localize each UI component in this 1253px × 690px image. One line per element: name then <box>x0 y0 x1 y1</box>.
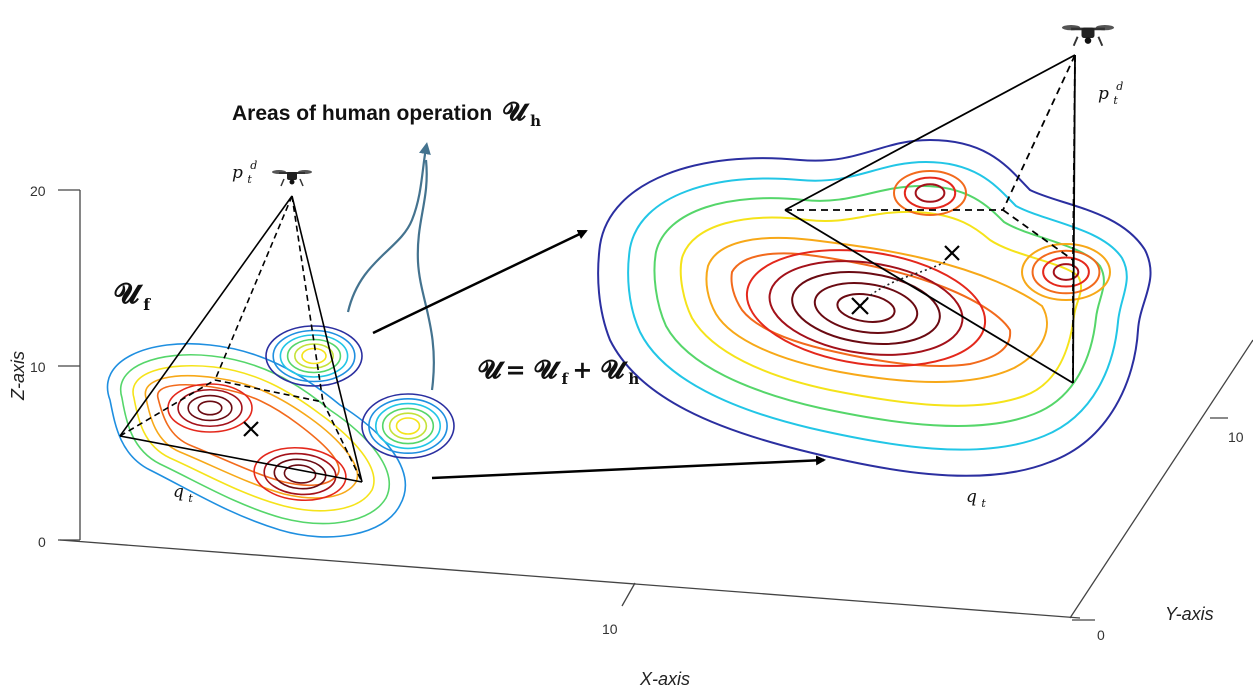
contour-line <box>381 407 435 445</box>
contour-line <box>132 364 375 512</box>
contour-line <box>368 397 448 454</box>
right-frustum-base-hidden <box>1002 209 1074 261</box>
contour-line <box>144 375 359 499</box>
contour-line <box>167 383 253 433</box>
drone-icon <box>1062 25 1114 47</box>
contour-line <box>679 210 1083 407</box>
contour-line <box>745 249 987 367</box>
left-frustum-base <box>119 435 363 483</box>
contour-line <box>627 160 1128 451</box>
contour-line <box>374 402 441 450</box>
uf-label: 𝓤 f <box>114 277 151 314</box>
right-frustum-edge-hidden <box>1002 54 1076 211</box>
contour-line <box>273 458 327 490</box>
contour-line <box>265 325 363 387</box>
drone-icon <box>272 170 312 187</box>
right-frustum-edge-hidden <box>1072 54 1076 261</box>
left-frustum-edge <box>291 195 363 483</box>
contour-line <box>1052 263 1080 281</box>
contour-line <box>597 138 1152 477</box>
contour-line <box>106 342 406 538</box>
equation-label: 𝓤 = 𝓤 f + 𝓤 h <box>478 355 639 388</box>
right-target-marker-start <box>851 297 869 315</box>
left-frustum-edge-hidden <box>214 195 293 381</box>
y-tick-label-10: 10 <box>1228 429 1244 445</box>
left-frustum-edge <box>119 195 293 437</box>
contour-line <box>301 347 327 365</box>
contour-line <box>893 170 967 216</box>
contour-line <box>283 464 317 484</box>
y-tick-label-0: 0 <box>1097 627 1105 643</box>
x-tick-10 <box>621 582 636 607</box>
flow-arrow-curve <box>416 159 435 391</box>
contour-line <box>197 400 223 416</box>
left-frustum-base-hidden <box>119 379 216 437</box>
contour-line <box>157 384 340 487</box>
axis-tick-labels: 20 10 0 10 10 0 <box>30 183 1244 643</box>
transition-arrow-lower <box>431 455 826 480</box>
right-frustum-edge <box>784 54 1076 211</box>
contour-line <box>705 236 1048 383</box>
z-axis-label: Z-axis <box>8 351 28 401</box>
contour-line <box>730 252 1012 368</box>
contour-line <box>395 417 421 435</box>
q-right-label: q t <box>966 487 986 510</box>
contour-line <box>119 354 391 525</box>
contour-line <box>279 334 349 378</box>
contour-line <box>836 293 896 323</box>
human-flow-arrows <box>346 142 435 391</box>
contour-line <box>293 343 334 369</box>
left-target-marker <box>243 421 259 437</box>
contour-line <box>177 388 243 428</box>
z-tick-label-10: 10 <box>30 359 46 375</box>
contour-line <box>813 282 919 334</box>
human-areas-title: Areas of human operation 𝓤 h <box>232 97 541 130</box>
left-frustum-base-hidden <box>214 379 324 403</box>
q-left-label: q t <box>173 482 193 505</box>
right-frustum-base <box>784 209 1074 384</box>
contour-line <box>361 393 455 459</box>
axes-frame <box>58 189 1253 621</box>
z-tick-label-20: 20 <box>30 183 46 199</box>
x-tick-label-10: 10 <box>602 621 618 637</box>
contour-line <box>653 184 1105 427</box>
left-frustum <box>119 195 363 483</box>
contour-line <box>1042 256 1090 288</box>
contour-line <box>1031 249 1101 295</box>
contour-line <box>903 176 957 210</box>
flow-arrow-curve <box>346 142 431 313</box>
y-axis-label: Y-axis <box>1165 604 1214 624</box>
human-area-contours-upper <box>265 325 363 387</box>
contour-line <box>388 412 428 440</box>
right-frustum <box>784 54 1076 384</box>
drone-position-right-label: p t d <box>1098 80 1123 108</box>
drone-position-left-label: p t d <box>232 159 257 187</box>
contour-line <box>187 394 233 422</box>
contour-line <box>1021 243 1111 301</box>
contour-line <box>272 329 356 383</box>
contour-line <box>914 183 946 203</box>
z-tick-label-0: 0 <box>38 534 46 550</box>
x-axis-line <box>59 539 1081 619</box>
x-axis-label: X-axis <box>639 669 690 689</box>
human-area-contours-lower <box>361 393 455 459</box>
contour-line <box>253 446 347 502</box>
right-target-marker-goal <box>944 245 960 261</box>
left-frustum-base-hidden <box>322 401 363 483</box>
contour-line <box>791 271 941 345</box>
y-axis-line <box>1069 339 1253 619</box>
combined-potential-contours <box>597 138 1152 477</box>
transition-arrow-upper <box>372 229 588 335</box>
left-frustum-edge-hidden <box>291 195 324 403</box>
left-potential-contours <box>106 342 406 538</box>
